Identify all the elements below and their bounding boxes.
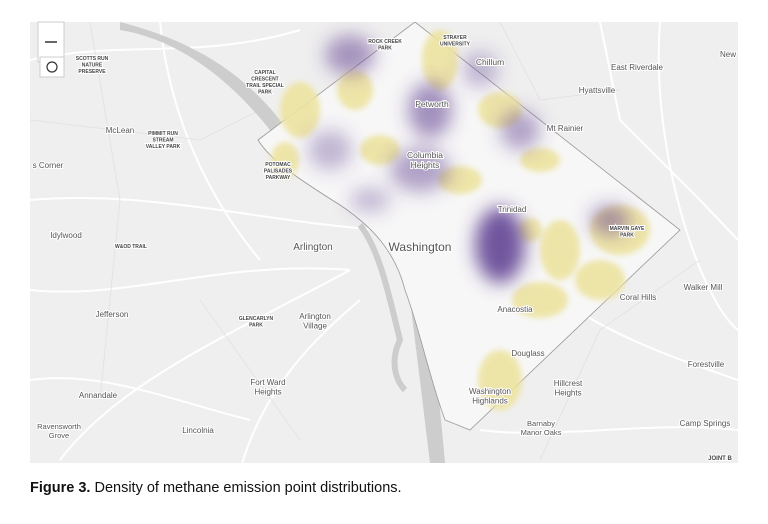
map-label: Hyattsville: [579, 86, 616, 95]
map-label: Forestville: [688, 360, 725, 369]
map-label: Highlands: [472, 397, 508, 406]
map-label: Grove: [49, 431, 69, 440]
figure-caption: Figure 3. Density of methane emission po…: [30, 480, 402, 496]
map-label: Washington: [389, 240, 452, 254]
map-label: PALISADES: [264, 169, 293, 175]
map-label: Idylwood: [50, 231, 82, 240]
map-label: McLean: [106, 126, 134, 135]
map-label: Chillum: [476, 57, 504, 67]
map-label: Jefferson: [96, 310, 129, 319]
map-label: PARKWAY: [266, 175, 291, 181]
map-label: Heights: [411, 160, 440, 170]
basemap: [30, 22, 738, 463]
map-label: Manor Oaks: [521, 428, 562, 437]
map-label: SCOTTS RUN: [76, 56, 109, 62]
map-label: CAPITAL: [254, 70, 275, 76]
map-label: VALLEY PARK: [146, 144, 181, 150]
map-label: STRAYER: [443, 35, 467, 41]
map-label: POTOMAC: [265, 162, 291, 168]
map-label: PARK: [620, 233, 634, 239]
map-label: Heights: [254, 388, 281, 397]
map-label: Anacostia: [497, 305, 533, 314]
map-label: s Corner: [33, 161, 64, 170]
map-label: Columbia: [407, 150, 443, 160]
zoom-controls[interactable]: [37, 21, 65, 78]
map-label: Coral Hills: [620, 293, 656, 302]
map-label: Arlington: [299, 312, 331, 321]
map-label: Douglass: [511, 349, 544, 358]
map-label: Barnaby: [527, 419, 555, 428]
map-label: GLENCARLYN: [239, 316, 274, 322]
map-label: PARK: [378, 46, 392, 52]
map-label: Annandale: [79, 391, 118, 400]
map-label: PARK: [258, 90, 272, 96]
caption-label: Figure 3.: [30, 480, 91, 496]
map-label: Hillcrest: [554, 379, 583, 388]
map-label: UNIVERSITY: [440, 42, 471, 48]
map-label: Village: [303, 322, 327, 331]
map-label: Ravensworth: [37, 422, 81, 431]
map-label: JOINT B: [708, 456, 732, 462]
map-label: TRAIL SPECIAL: [246, 83, 284, 89]
map-label: W&OD TRAIL: [115, 244, 147, 250]
map-label: PRESERVE: [78, 69, 106, 75]
map-label: Fort Ward: [250, 378, 285, 387]
map-label: NATURE: [82, 63, 103, 69]
map-label: Lincolnia: [182, 426, 214, 435]
locate-button[interactable]: [39, 56, 65, 78]
map-label: PIMMIT RUN: [148, 131, 178, 137]
map-label: Walker Mill: [684, 283, 723, 292]
map-label: Petworth: [415, 99, 449, 109]
map-label: STREAM: [152, 138, 173, 144]
map-label: Arlington: [293, 242, 332, 253]
map-label: PARK: [249, 323, 263, 329]
map-label: Heights: [554, 389, 581, 398]
map-label: Washington: [469, 387, 511, 396]
map-label: CRESCENT: [251, 77, 279, 83]
map-label: Mt Rainier: [547, 124, 584, 133]
map-label: MARVIN GAYE: [610, 226, 645, 232]
map-label: ROCK CREEK: [368, 39, 402, 45]
map-label: New: [720, 50, 736, 59]
map-label: Trinidad: [498, 205, 527, 214]
map-label: East Riverdale: [611, 63, 664, 72]
caption-text: Density of methane emission point distri…: [94, 480, 402, 496]
map-label: Camp Springs: [680, 419, 731, 428]
